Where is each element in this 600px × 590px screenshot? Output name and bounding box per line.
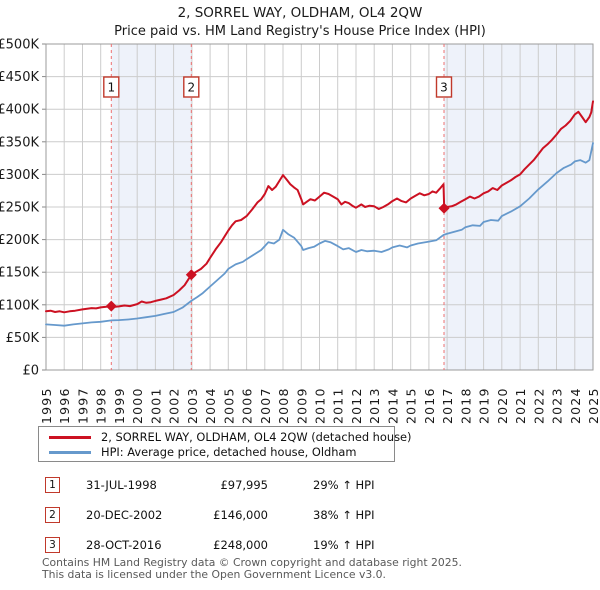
sale-number-badge: 3 xyxy=(45,537,60,553)
sale-number-badge: 2 xyxy=(45,507,60,523)
x-tick-label: 1995 xyxy=(39,387,54,424)
legend-item-hpi: HPI: Average price, detached house, Oldh… xyxy=(39,444,394,460)
sale-price: £146,000 xyxy=(213,508,268,522)
y-tick-label: £300K xyxy=(0,168,39,183)
sale-marker-diamond xyxy=(105,300,117,312)
y-tick-label: £0 xyxy=(22,364,39,379)
x-tick-label: 2019 xyxy=(477,387,492,424)
x-tick-label: 2020 xyxy=(495,387,510,424)
table-row: 1 31-JUL-1998 £97,995 29% ↑ HPI xyxy=(0,477,600,494)
sale-number-box xyxy=(183,76,200,98)
x-tick-label: 2011 xyxy=(331,387,346,424)
x-tick-label: 2018 xyxy=(458,387,473,424)
x-tick-label: 2021 xyxy=(513,387,528,424)
sale-date: 28-OCT-2016 xyxy=(86,538,162,552)
page-title: 2, SORREL WAY, OLDHAM, OL4 2QW xyxy=(177,5,423,21)
property-series-line xyxy=(45,100,594,314)
x-tick-label: 2005 xyxy=(221,387,236,424)
x-tick-label: 2007 xyxy=(258,387,273,424)
x-tick-label: 2014 xyxy=(385,387,400,424)
x-tick-label: 2002 xyxy=(167,387,182,424)
sale-number-box xyxy=(435,76,453,98)
page-subtitle: Price paid vs. HM Land Registry's House … xyxy=(114,24,486,39)
y-tick-label: £150K xyxy=(0,266,39,281)
y-tick-label: £500K xyxy=(0,38,39,53)
sale-number-label: 2 xyxy=(187,81,195,95)
x-tick-label: 2001 xyxy=(148,387,163,424)
x-tick-label: 2004 xyxy=(203,387,218,424)
sale-number-label: 1 xyxy=(107,81,115,95)
sale-vs-hpi: 19% ↑ HPI xyxy=(313,538,375,552)
x-tick-label: 2003 xyxy=(185,387,200,424)
legend-item-property: 2, SORREL WAY, OLDHAM, OL4 2QW (detached… xyxy=(39,429,411,445)
table-row: 3 28-OCT-2016 £248,000 19% ↑ HPI xyxy=(0,537,600,554)
y-tick-label: £100K xyxy=(0,298,39,313)
sale-price: £97,995 xyxy=(220,478,268,492)
x-tick-label: 1996 xyxy=(57,387,72,424)
footer-line: This data is licensed under the Open Gov… xyxy=(42,567,386,581)
table-row: 2 20-DEC-2002 £146,000 38% ↑ HPI xyxy=(0,507,600,524)
x-tick-label: 2024 xyxy=(568,387,583,424)
sale-number-badge: 1 xyxy=(45,477,60,493)
x-tick-label: 2006 xyxy=(240,387,255,424)
x-tick-label: 2015 xyxy=(404,387,419,424)
chart-legend: 2, SORREL WAY, OLDHAM, OL4 2QW (detached… xyxy=(38,426,411,462)
x-tick-label: 2017 xyxy=(440,387,455,424)
x-tick-label: 2013 xyxy=(367,387,382,424)
footer-line: Contains HM Land Registry data © Crown c… xyxy=(42,556,462,569)
hpi-series-line xyxy=(45,142,594,327)
x-tick-label: 2022 xyxy=(531,387,546,424)
x-tick-label: 2008 xyxy=(276,387,291,424)
x-tick-label: 2000 xyxy=(130,387,145,424)
sale-date: 20-DEC-2002 xyxy=(86,508,163,522)
sale-number-label: 3 xyxy=(440,81,448,95)
x-tick-label: 2016 xyxy=(422,387,437,424)
y-tick-label: £400K xyxy=(0,103,39,118)
y-tick-label: £50K xyxy=(6,331,40,346)
property-line-swatch xyxy=(49,436,91,439)
y-tick-label: £450K xyxy=(0,70,39,85)
sale-marker-diamond xyxy=(438,202,450,214)
x-tick-label: 1998 xyxy=(94,387,109,424)
sale-date: 31-JUL-1998 xyxy=(86,478,157,492)
legend-label: 2, SORREL WAY, OLDHAM, OL4 2QW (detached… xyxy=(101,430,412,444)
x-tick-label: 2009 xyxy=(294,387,309,424)
hpi-line-swatch xyxy=(49,451,91,454)
price-history-chart: £0 £50K £100K £150K £200K £250K £300K £350K £400… xyxy=(0,38,600,425)
license-footer: Contains HM Land Registry data © Crown c… xyxy=(42,557,582,580)
sale-vs-hpi: 29% ↑ HPI xyxy=(313,478,375,492)
x-tick-label: 1999 xyxy=(112,387,127,424)
x-tick-label: 1997 xyxy=(76,387,91,424)
y-tick-label: £350K xyxy=(0,135,39,150)
x-tick-label: 2012 xyxy=(349,387,364,424)
x-tick-label: 2010 xyxy=(313,387,328,424)
x-tick-label: 2023 xyxy=(550,387,565,424)
sale-number-box xyxy=(103,76,120,98)
legend-label: HPI: Average price, detached house, Oldh… xyxy=(101,445,357,459)
y-tick-label: £200K xyxy=(0,233,39,248)
x-tick-label: 2025 xyxy=(586,387,600,424)
sale-marker-diamond xyxy=(185,269,197,281)
y-tick-label: £250K xyxy=(0,201,39,216)
sale-price: £248,000 xyxy=(213,538,268,552)
plot-border xyxy=(45,43,594,371)
sale-vs-hpi: 38% ↑ HPI xyxy=(313,508,375,522)
